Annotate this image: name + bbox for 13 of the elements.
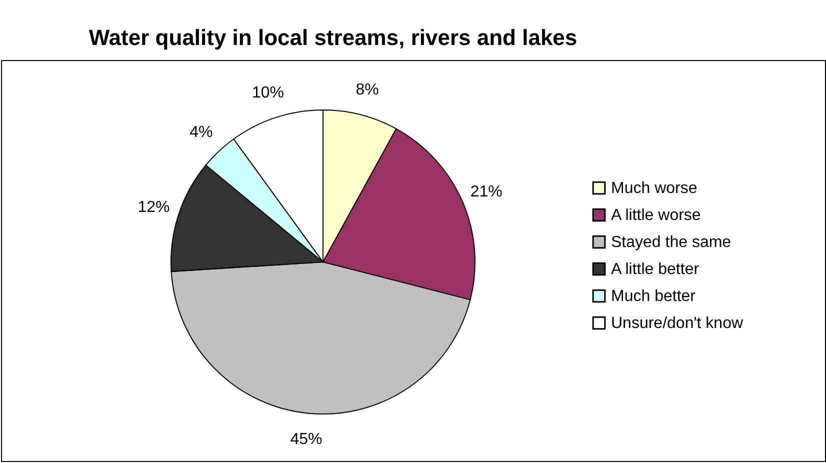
legend-label: Unsure/don't know: [611, 315, 744, 332]
legend-label: A little better: [611, 261, 700, 278]
data-label: 8%: [356, 82, 379, 99]
data-label: 21%: [470, 183, 502, 200]
chart-title: Water quality in local streams, rivers and lakes: [88, 25, 578, 50]
data-label: 45%: [290, 431, 322, 448]
legend-label: A little worse: [611, 207, 701, 224]
data-label: 4%: [190, 124, 213, 142]
legend-label: Much better: [611, 288, 696, 305]
legend-label: Stayed the same: [611, 234, 732, 251]
data-label: 12%: [138, 198, 170, 216]
legend-label: Much worse: [611, 180, 698, 197]
data-label: 10%: [252, 84, 284, 102]
